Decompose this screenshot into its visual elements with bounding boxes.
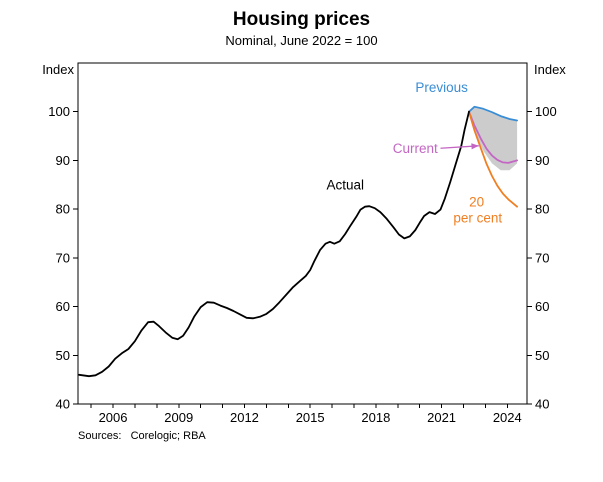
chart-title: Housing prices (232, 9, 371, 30)
y-axis-label-right: 80 (535, 202, 549, 217)
y-axis-label-right: 60 (535, 299, 549, 314)
x-axis-label: 2015 (296, 410, 325, 425)
forecast-range-band (469, 107, 518, 171)
y-axis-label-left: 50 (56, 348, 70, 363)
y-axis-label-left: 80 (56, 202, 70, 217)
y-axis-label-right: 50 (535, 348, 549, 363)
y-axis-label-left: 60 (56, 299, 70, 314)
left-axis-unit-label: Index (42, 62, 74, 77)
y-axis-label-left: 90 (56, 153, 70, 168)
source-note: Sources: Corelogic; RBA (78, 430, 206, 442)
chart-subtitle: Nominal, June 2022 = 100 (225, 33, 378, 48)
series-line-current (468, 110, 518, 164)
annotation-per-cent: per cent (453, 210, 502, 225)
annotation-arrowhead-current (471, 143, 479, 150)
y-axis-label-right: 40 (535, 397, 549, 412)
series-line-20-per-cent (468, 110, 518, 208)
plot-border (77, 62, 528, 405)
y-axis-label-left: 40 (56, 397, 70, 412)
y-axis-label-right: 90 (535, 153, 549, 168)
x-axis-label: 2006 (99, 410, 128, 425)
right-axis-unit-label: Index (534, 62, 566, 77)
x-axis-label: 2009 (164, 410, 193, 425)
annotation-current: Current (393, 141, 438, 156)
x-axis-label: 2012 (230, 410, 259, 425)
y-axis-label-left: 70 (56, 250, 70, 265)
x-axis-label: 2024 (493, 410, 522, 425)
annotation-actual: Actual (326, 177, 364, 192)
y-axis-label-left: 100 (48, 104, 70, 119)
annotation-previous: Previous (415, 80, 468, 95)
y-axis-label-right: 100 (535, 104, 557, 119)
series-line-actual (78, 110, 470, 378)
y-axis-label-right: 70 (535, 250, 549, 265)
x-axis-label: 2018 (361, 410, 390, 425)
annotation-20: 20 (469, 194, 484, 209)
series-line-previous (468, 105, 518, 122)
x-axis-label: 2021 (427, 410, 456, 425)
